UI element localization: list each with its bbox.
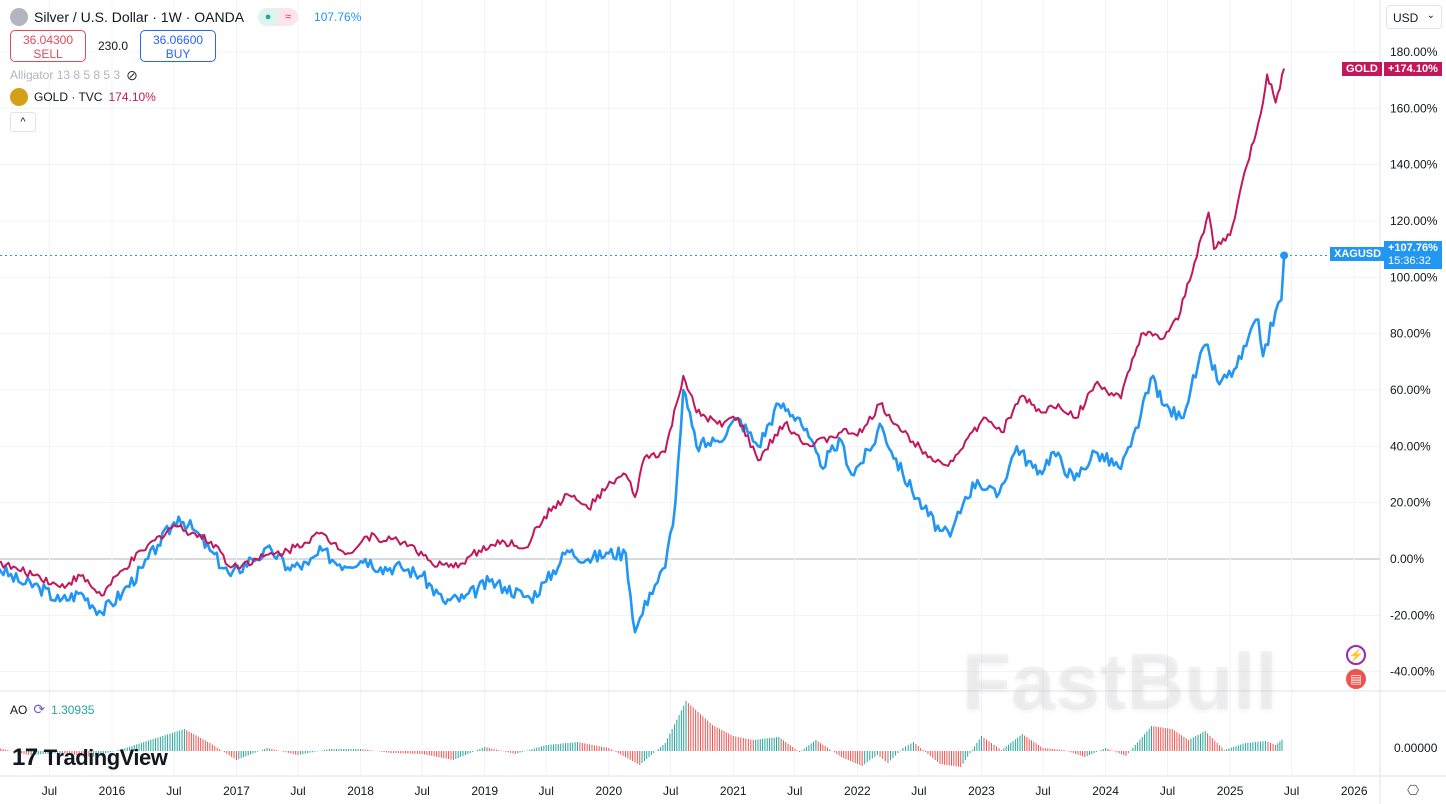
fastbull-watermark: FastBull — [962, 637, 1278, 726]
silver-name-tag: XAGUSD — [1330, 247, 1386, 261]
y-tick-label: 120.00% — [1390, 214, 1438, 228]
x-tick-label: 2026 — [1341, 784, 1368, 798]
tradingview-logo: 17 TradingView — [12, 744, 168, 771]
sell-button[interactable]: 36.04300 SELL — [10, 30, 86, 62]
silver-symbol-icon — [10, 8, 28, 26]
y-tick-label: 40.00% — [1390, 439, 1431, 453]
chart-legend: Silver / U.S. Dollar · 1W · OANDA ● ≈ 10… — [10, 6, 361, 132]
compare-change: 174.10% — [108, 90, 156, 104]
symbol-change: 107.76% — [314, 10, 362, 24]
eye-hidden-icon[interactable]: ⊘ — [126, 66, 138, 83]
x-tick-label: Jul — [787, 784, 802, 798]
gold-name-tag: GOLD — [1342, 62, 1382, 76]
spread: 230.0 — [98, 39, 129, 53]
series-line-gold — [0, 68, 1286, 597]
x-tick-label: Jul — [539, 784, 554, 798]
chevron-up-icon[interactable]: ^ — [10, 112, 36, 132]
y-tick-label: 80.00% — [1390, 327, 1431, 341]
symbol-title[interactable]: Silver / U.S. Dollar · 1W · OANDA — [34, 9, 245, 25]
x-tick-label: Jul — [1035, 784, 1050, 798]
x-tick-label: Jul — [663, 784, 678, 798]
ao-label[interactable]: AO — [10, 702, 28, 717]
market-status-pill[interactable]: ● ≈ — [258, 8, 299, 26]
y-tick-label: 100.00% — [1390, 270, 1438, 284]
x-tick-label: 2021 — [720, 784, 747, 798]
delayed-data-icon: ≈ — [278, 8, 299, 26]
x-tick-label: 2022 — [844, 784, 871, 798]
x-tick-label: 2016 — [99, 784, 126, 798]
refresh-icon[interactable]: ⟳ — [33, 701, 46, 717]
currency-select[interactable]: USD ⌄ — [1386, 5, 1442, 29]
gold-value-tag: +174.10% — [1384, 62, 1442, 76]
lightning-event-icon[interactable]: ⚡ — [1346, 645, 1366, 665]
y-tick-label: 140.00% — [1390, 158, 1438, 172]
y-tick-label: 0.00% — [1390, 552, 1424, 566]
y-tick-label: 60.00% — [1390, 383, 1431, 397]
x-tick-label: 2020 — [595, 784, 622, 798]
x-tick-label: Jul — [166, 784, 181, 798]
x-tick-label: 2025 — [1217, 784, 1244, 798]
x-tick-label: 2017 — [223, 784, 250, 798]
x-tick-label: Jul — [1284, 784, 1299, 798]
y-tick-label: -20.00% — [1390, 608, 1435, 622]
chevron-down-icon: ⌄ — [1426, 10, 1435, 21]
us-flag-event-icon[interactable]: ▤ — [1346, 669, 1366, 689]
x-tick-label: Jul — [911, 784, 926, 798]
ao-zero-label: 0.00000 — [1394, 741, 1438, 755]
x-tick-label: 2018 — [347, 784, 374, 798]
gold-symbol-icon — [10, 88, 28, 106]
last-price-dot — [1280, 251, 1289, 260]
x-tick-label: Jul — [1160, 784, 1175, 798]
silver-value-tag: +107.76% 15:36:32 — [1384, 241, 1442, 269]
ao-legend: AO ⟳ 1.30935 — [10, 701, 94, 718]
x-tick-label: 2024 — [1092, 784, 1119, 798]
x-tick-label: Jul — [414, 784, 429, 798]
x-tick-label: 2019 — [471, 784, 498, 798]
y-tick-label: 160.00% — [1390, 101, 1438, 115]
compare-symbol[interactable]: GOLD · TVC — [34, 90, 103, 104]
buy-button[interactable]: 36.06600 BUY — [140, 30, 217, 62]
x-tick-label: Jul — [42, 784, 57, 798]
indicator-alligator[interactable]: Alligator 13 8 5 8 5 3 — [10, 68, 121, 82]
x-tick-label: 2023 — [968, 784, 995, 798]
x-tick-label: Jul — [290, 784, 305, 798]
market-open-dot-icon: ● — [258, 8, 279, 26]
ao-value: 1.30935 — [51, 702, 95, 717]
y-tick-label: 180.00% — [1390, 45, 1438, 59]
y-tick-label: -40.00% — [1390, 665, 1435, 679]
y-tick-label: 20.00% — [1390, 496, 1431, 510]
bar-countdown: 15:36:32 — [1388, 255, 1431, 267]
settings-icon[interactable]: ⎔ — [1407, 782, 1420, 798]
series-line-xagusd — [0, 255, 1286, 634]
